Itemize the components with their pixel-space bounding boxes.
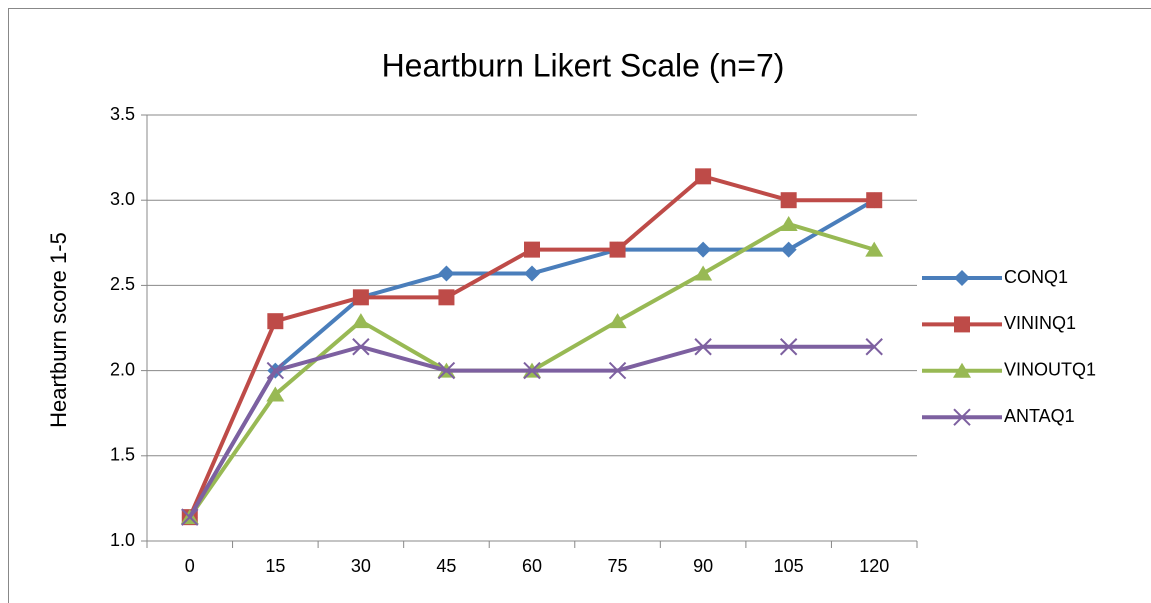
marker	[352, 289, 369, 306]
marker	[267, 313, 284, 330]
x-tick-label: 30	[351, 556, 371, 576]
marker	[780, 241, 797, 258]
legend-marker	[954, 316, 970, 333]
legend-marker	[953, 408, 971, 426]
marker	[779, 216, 798, 232]
marker	[779, 338, 798, 356]
y-axis-label: Heartburn score 1-5	[46, 232, 71, 428]
marker	[609, 241, 626, 258]
y-tick-label: 3.0	[110, 189, 135, 209]
marker	[865, 338, 883, 356]
y-tick-label: 2.5	[110, 274, 135, 294]
marker	[608, 361, 627, 380]
marker	[694, 265, 713, 281]
marker	[695, 168, 712, 185]
legend-label: VINOUTQ1	[1004, 360, 1096, 380]
legend-label: VININQ1	[1004, 313, 1076, 333]
y-tick-label: 3.5	[110, 104, 135, 124]
x-tick-label: 45	[436, 556, 456, 576]
legend-label: CONQ1	[1004, 267, 1068, 287]
marker	[352, 338, 370, 356]
marker	[608, 313, 627, 329]
chart-title: Heartburn Likert Scale (n=7)	[382, 47, 785, 83]
marker	[438, 289, 455, 306]
x-tick-label: 60	[522, 556, 542, 576]
marker	[523, 361, 541, 380]
marker	[695, 241, 712, 258]
x-tick-label: 90	[693, 556, 713, 576]
x-tick-label: 15	[265, 556, 285, 576]
marker	[865, 241, 884, 257]
marker	[181, 508, 199, 526]
marker	[266, 386, 285, 402]
y-tick-label: 2.0	[110, 359, 135, 379]
marker	[694, 338, 712, 356]
marker	[524, 241, 540, 258]
marker	[524, 265, 540, 282]
y-tick-label: 1.5	[110, 445, 135, 465]
x-tick-label: 75	[608, 556, 628, 576]
y-tick-label: 1.0	[110, 530, 135, 550]
marker	[351, 313, 370, 329]
marker	[866, 192, 883, 209]
x-tick-label: 105	[774, 556, 804, 576]
legend-marker	[954, 270, 970, 286]
marker	[266, 361, 285, 380]
legend-label: ANTAQ1	[1004, 406, 1075, 426]
marker	[438, 265, 455, 282]
x-tick-label: 0	[185, 556, 195, 576]
chart-frame	[8, 8, 1151, 603]
x-tick-label: 120	[859, 556, 889, 576]
marker	[780, 192, 797, 209]
legend-marker	[953, 362, 971, 378]
marker	[437, 361, 456, 380]
